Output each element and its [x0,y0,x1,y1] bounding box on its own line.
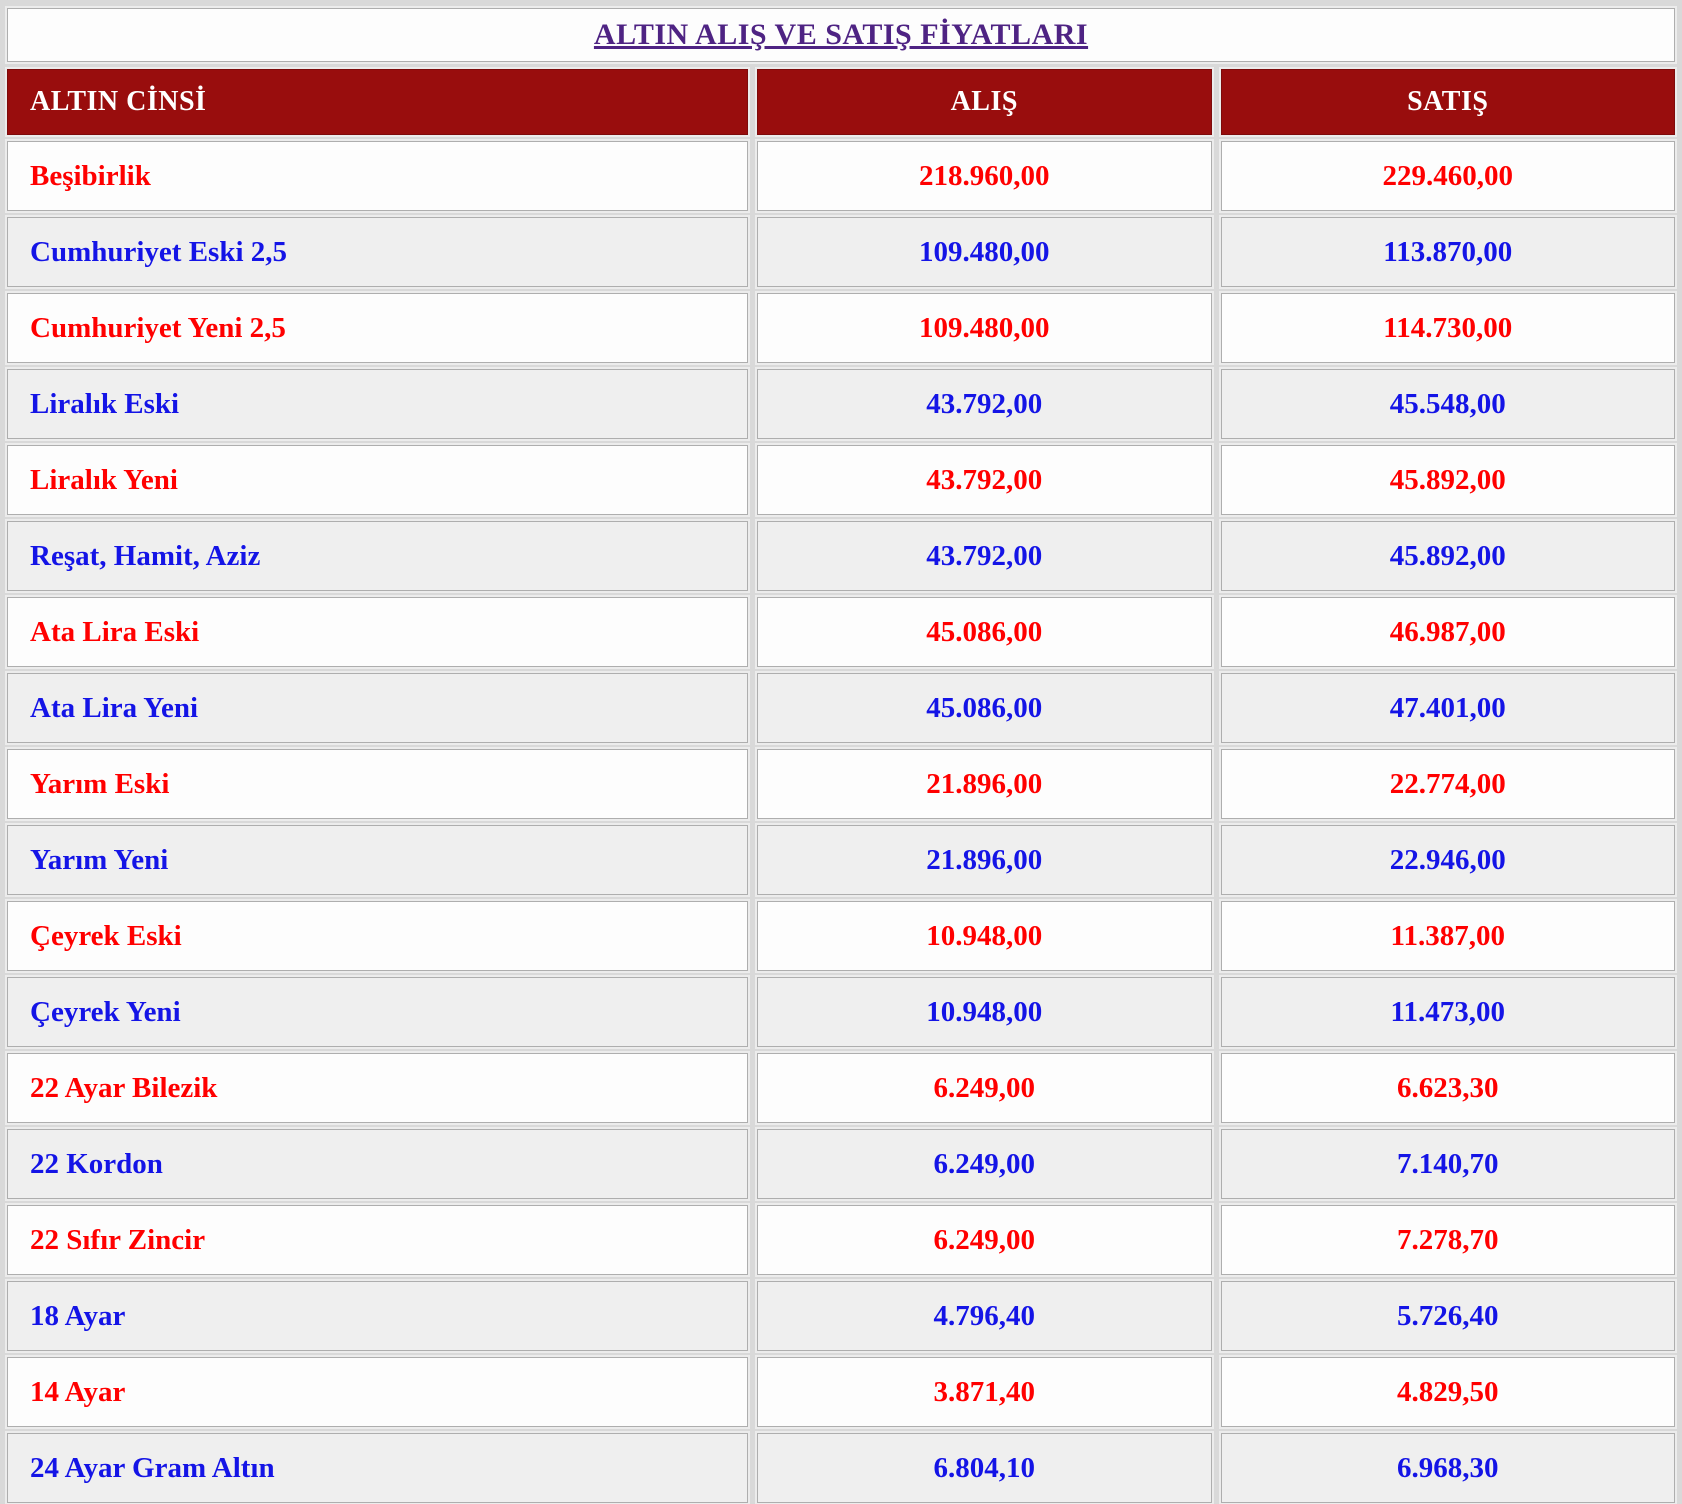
buy-price-cell: 45.086,00 [757,673,1212,743]
table-row: 22 Ayar Bilezik 6.249,00 6.623,30 [7,1053,1675,1123]
gold-type-cell: Ata Lira Yeni [7,673,748,743]
gold-type-cell: Çeyrek Yeni [7,977,748,1047]
buy-price-cell: 3.871,40 [757,1357,1212,1427]
sell-price-cell: 229.460,00 [1220,141,1675,211]
table-row: Çeyrek Yeni 10.948,00 11.473,00 [7,977,1675,1047]
buy-price-cell: 43.792,00 [757,521,1212,591]
sell-price-cell: 45.892,00 [1220,445,1675,515]
gold-type-cell: Reşat, Hamit, Aziz [7,521,748,591]
buy-price-cell: 218.960,00 [757,141,1212,211]
gold-type-cell: 18 Ayar [7,1281,748,1351]
sell-price-cell: 114.730,00 [1220,293,1675,363]
buy-price-cell: 10.948,00 [757,977,1212,1047]
buy-price-cell: 109.480,00 [757,293,1212,363]
table-row: 18 Ayar 4.796,40 5.726,40 [7,1281,1675,1351]
sell-price-cell: 6.968,30 [1220,1433,1675,1503]
sell-price-cell: 46.987,00 [1220,597,1675,667]
table-header-row: ALTIN CİNSİ ALIŞ SATIŞ [7,69,1675,135]
buy-price-cell: 6.804,10 [757,1433,1212,1503]
gold-type-cell: Cumhuriyet Eski 2,5 [7,217,748,287]
sell-price-cell: 45.892,00 [1220,521,1675,591]
gold-type-cell: 22 Ayar Bilezik [7,1053,748,1123]
table-row: Reşat, Hamit, Aziz 43.792,00 45.892,00 [7,521,1675,591]
sell-price-cell: 47.401,00 [1220,673,1675,743]
sell-price-cell: 7.140,70 [1220,1129,1675,1199]
sell-price-cell: 113.870,00 [1220,217,1675,287]
header-buy-price: ALIŞ [757,69,1212,135]
table-row: Ata Lira Eski 45.086,00 46.987,00 [7,597,1675,667]
gold-type-cell: Cumhuriyet Yeni 2,5 [7,293,748,363]
buy-price-cell: 10.948,00 [757,901,1212,971]
header-gold-type: ALTIN CİNSİ [7,69,748,135]
sell-price-cell: 5.726,40 [1220,1281,1675,1351]
gold-type-cell: Çeyrek Eski [7,901,748,971]
sell-price-cell: 45.548,00 [1220,369,1675,439]
gold-type-cell: Beşibirlik [7,141,748,211]
buy-price-cell: 109.480,00 [757,217,1212,287]
gold-type-cell: 24 Ayar Gram Altın [7,1433,748,1503]
buy-price-cell: 21.896,00 [757,749,1212,819]
page-title-link[interactable]: ALTIN ALIŞ VE SATIŞ FİYATLARI [593,18,1089,51]
sell-price-cell: 6.623,30 [1220,1053,1675,1123]
table-row: Yarım Yeni 21.896,00 22.946,00 [7,825,1675,895]
buy-price-cell: 6.249,00 [757,1129,1212,1199]
buy-price-cell: 6.249,00 [757,1205,1212,1275]
sell-price-cell: 22.946,00 [1220,825,1675,895]
gold-type-cell: Ata Lira Eski [7,597,748,667]
table-row: Yarım Eski 21.896,00 22.774,00 [7,749,1675,819]
gold-type-cell: 22 Sıfır Zincir [7,1205,748,1275]
gold-type-cell: Yarım Eski [7,749,748,819]
sell-price-cell: 11.387,00 [1220,901,1675,971]
table-row: 24 Ayar Gram Altın 6.804,10 6.968,30 [7,1433,1675,1503]
table-row: Ata Lira Yeni 45.086,00 47.401,00 [7,673,1675,743]
table-row: Beşibirlik 218.960,00 229.460,00 [7,141,1675,211]
table-body: Beşibirlik 218.960,00 229.460,00 Cumhuri… [7,141,1675,1503]
table-row: Çeyrek Eski 10.948,00 11.387,00 [7,901,1675,971]
buy-price-cell: 6.249,00 [757,1053,1212,1123]
table-row: 22 Kordon 6.249,00 7.140,70 [7,1129,1675,1199]
table-row: 22 Sıfır Zincir 6.249,00 7.278,70 [7,1205,1675,1275]
table-row: Cumhuriyet Eski 2,5 109.480,00 113.870,0… [7,217,1675,287]
gold-type-cell: Yarım Yeni [7,825,748,895]
sell-price-cell: 11.473,00 [1220,977,1675,1047]
buy-price-cell: 21.896,00 [757,825,1212,895]
table-row: Liralık Eski 43.792,00 45.548,00 [7,369,1675,439]
gold-type-cell: 14 Ayar [7,1357,748,1427]
sell-price-cell: 7.278,70 [1220,1205,1675,1275]
sell-price-cell: 4.829,50 [1220,1357,1675,1427]
gold-type-cell: Liralık Eski [7,369,748,439]
buy-price-cell: 43.792,00 [757,369,1212,439]
buy-price-cell: 45.086,00 [757,597,1212,667]
gold-type-cell: 22 Kordon [7,1129,748,1199]
header-sell-price: SATIŞ [1220,69,1675,135]
buy-price-cell: 4.796,40 [757,1281,1212,1351]
gold-type-cell: Liralık Yeni [7,445,748,515]
table-row: Cumhuriyet Yeni 2,5 109.480,00 114.730,0… [7,293,1675,363]
buy-price-cell: 43.792,00 [757,445,1212,515]
sell-price-cell: 22.774,00 [1220,749,1675,819]
table-row: 14 Ayar 3.871,40 4.829,50 [7,1357,1675,1427]
page-title-box: ALTIN ALIŞ VE SATIŞ FİYATLARI [7,8,1675,62]
table-row: Liralık Yeni 43.792,00 45.892,00 [7,445,1675,515]
